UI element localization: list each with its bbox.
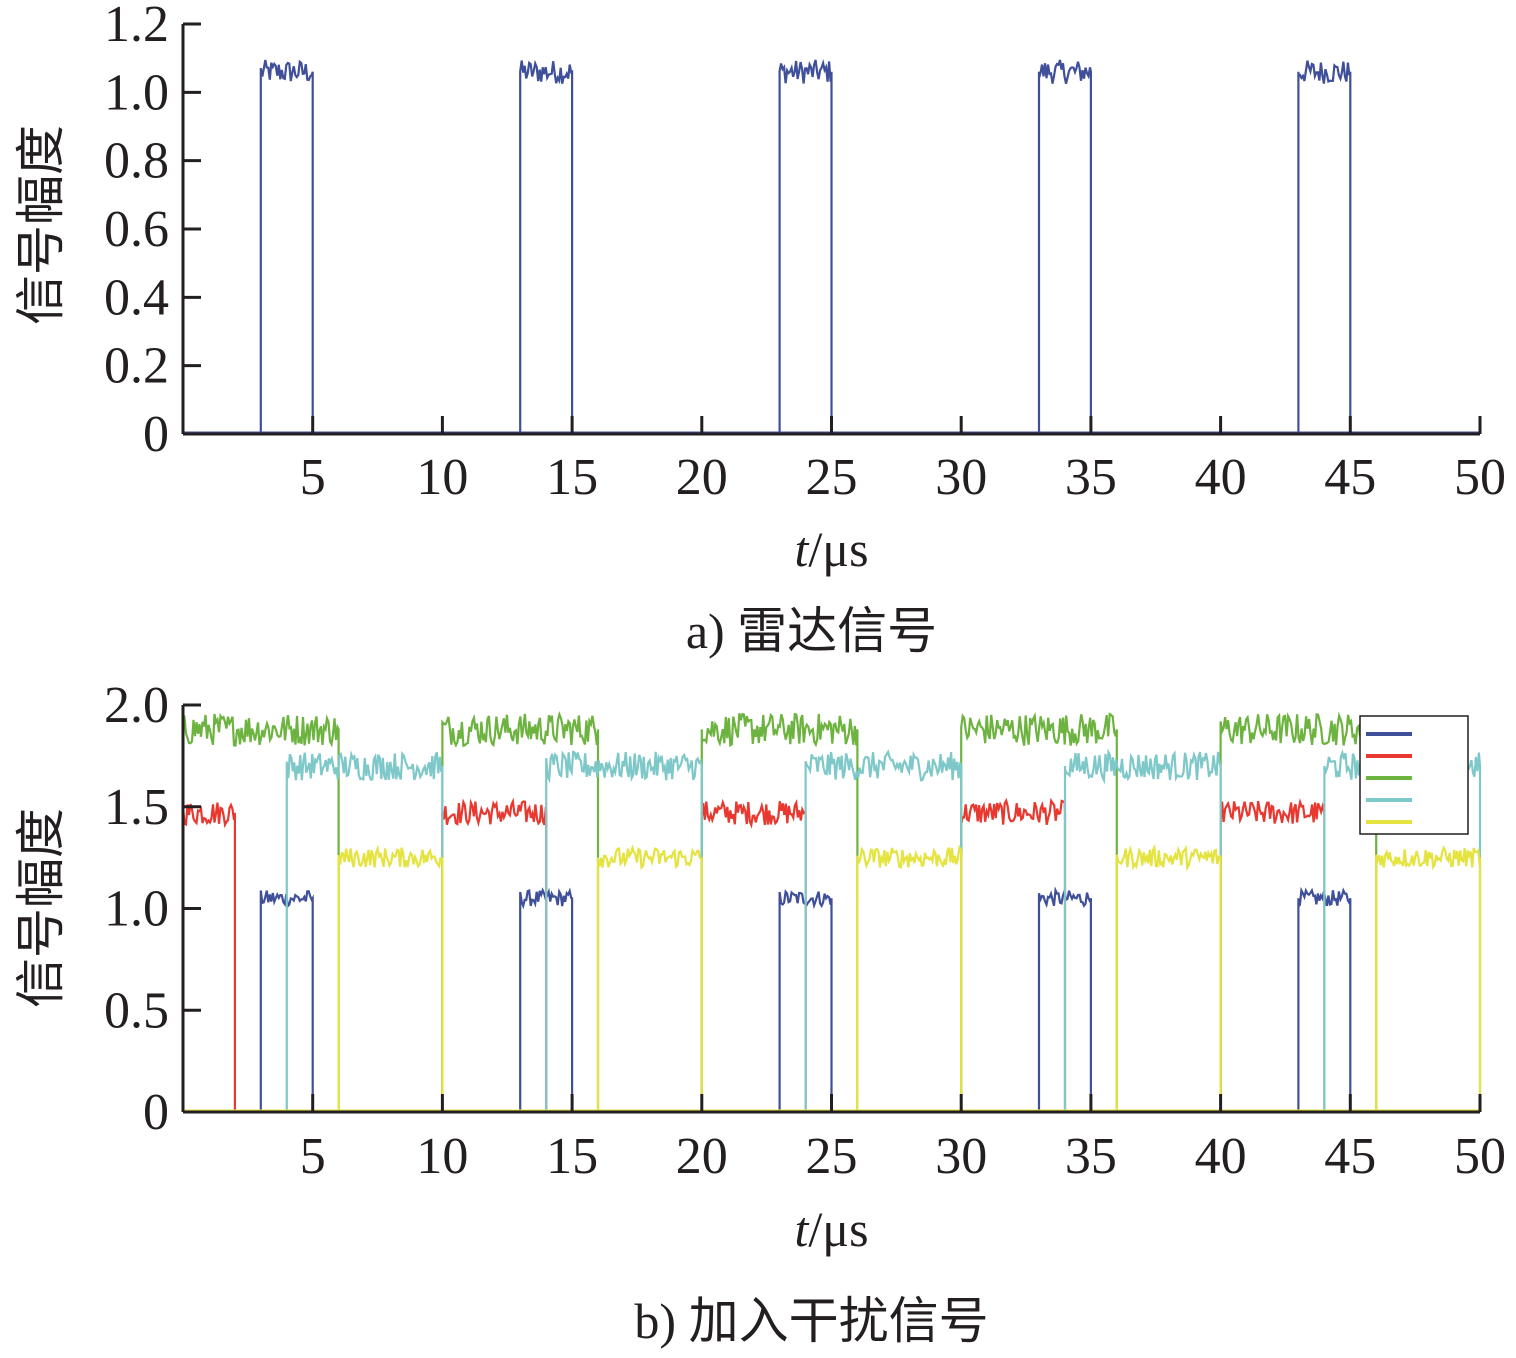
series-4-pulse-1	[596, 844, 703, 1112]
series-4-pulse-2	[856, 844, 963, 1112]
x-axis-label-variable: t	[794, 1201, 809, 1257]
y-tick-label: 0	[143, 406, 169, 463]
x-axis-label: t/μs	[794, 1201, 868, 1257]
panel-caption: b) 加入干扰信号	[634, 1293, 988, 1349]
x-tick-label: 45	[1324, 449, 1376, 506]
x-tick-label: 30	[935, 449, 987, 506]
x-tick-label: 50	[1454, 449, 1506, 506]
series-2-pulse-0	[181, 709, 340, 1112]
series-0	[183, 59, 1480, 435]
y-tick-label: 0.2	[104, 338, 169, 395]
y-tick-label: 1.0	[104, 881, 169, 938]
y-tick-label: 0.6	[104, 201, 169, 258]
series-1-pulse-0	[181, 802, 236, 1112]
x-tick-label: 10	[416, 1128, 468, 1185]
y-axis-label: 信号幅度	[12, 808, 70, 1008]
series-1-pulse-3	[960, 797, 1067, 1112]
x-tick-label: 25	[806, 1128, 858, 1185]
series-1-pulse-1	[441, 797, 548, 1112]
series-4-pulse-4	[1375, 844, 1482, 1112]
legend	[1359, 715, 1469, 835]
x-tick-label: 15	[546, 1128, 598, 1185]
series-0-pulse-0	[259, 59, 314, 434]
panel-caption: a) 雷达信号	[686, 603, 937, 659]
x-axis-label-variable: t	[794, 521, 809, 577]
y-axis-label: 信号幅度	[12, 125, 70, 325]
series-3-pulse-3	[1063, 748, 1222, 1112]
y-tick-label: 0.5	[104, 982, 169, 1039]
x-tick-label: 25	[806, 449, 858, 506]
series-3-pulse-0	[285, 750, 444, 1112]
series-0-pulse-4	[1297, 60, 1352, 434]
x-axis-label-unit: /μs	[808, 521, 868, 577]
y-tick-label: 0.4	[104, 269, 169, 326]
x-tick-label: 35	[1065, 1128, 1117, 1185]
x-axis-label-unit: /μs	[808, 1201, 868, 1257]
series-2-pulse-3	[960, 711, 1118, 1112]
series-2-pulse-4	[1219, 711, 1378, 1112]
x-tick-label: 15	[546, 449, 598, 506]
x-tick-label: 5	[300, 1128, 326, 1185]
x-tick-label: 30	[935, 1128, 987, 1185]
y-tick-label: 0	[143, 1084, 169, 1141]
x-axis-label: t/μs	[794, 521, 868, 577]
series-2-pulse-1	[441, 710, 600, 1112]
chart-a-radar-signal: 0 0.2 0.4 0.6 0.8 1.0 1.2 5 10 15 20 25 30 35 40 45 50 信号…	[12, 0, 1506, 659]
series-1-pulse-4	[1219, 798, 1326, 1112]
chart-b-with-interference: 0 0.5 1.0 1.5 2.0 5 10 15 20 25 30 35 40 45 50 信号幅度 t/μs…	[12, 677, 1506, 1349]
series-4-pulse-3	[1115, 843, 1222, 1112]
x-tick-label: 40	[1195, 1128, 1247, 1185]
x-tick-label: 50	[1454, 1128, 1506, 1185]
series-0-pulse-3	[1037, 59, 1093, 434]
series-3-pulse-2	[804, 749, 963, 1112]
x-tick-label: 10	[416, 449, 468, 506]
series-0-pulse-1	[519, 59, 574, 434]
x-tick-label: 45	[1324, 1128, 1376, 1185]
series-1-pulse-2	[700, 798, 807, 1112]
x-tick-label: 35	[1065, 449, 1117, 506]
series-3-pulse-1	[545, 750, 703, 1112]
y-tick-label: 1.2	[104, 0, 169, 53]
y-tick-label: 2.0	[104, 677, 169, 734]
y-tick-label: 1.0	[104, 64, 169, 121]
y-tick-label: 0.8	[104, 133, 169, 190]
series-4-pulse-0	[337, 844, 444, 1112]
x-tick-label: 5	[300, 449, 326, 506]
x-tick-label: 20	[676, 1128, 728, 1185]
x-tick-label: 20	[676, 449, 728, 506]
y-tick-label: 1.5	[104, 779, 169, 836]
series-0-pulse-2	[778, 59, 833, 434]
series-2-pulse-2	[700, 712, 859, 1112]
series-0	[183, 886, 1480, 1113]
x-tick-label: 40	[1195, 449, 1247, 506]
